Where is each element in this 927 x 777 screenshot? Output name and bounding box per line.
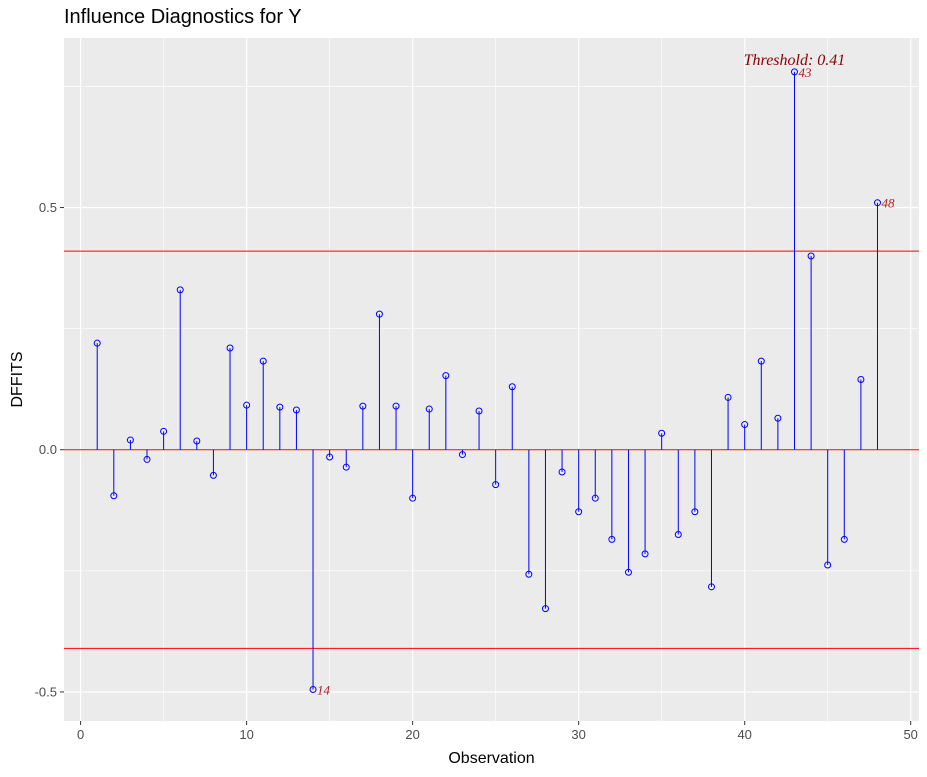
point-40 [741, 421, 749, 429]
x-axis-title: Observation [448, 750, 534, 767]
x-tick-label: 10 [239, 727, 253, 742]
x-tick-label: 0 [77, 727, 84, 742]
point-20 [409, 494, 417, 502]
point-24 [475, 407, 483, 415]
y-axis: -0.5 0.0 0.5 [35, 200, 64, 699]
point-31 [591, 494, 599, 502]
point-7 [193, 437, 201, 445]
point-41 [757, 357, 765, 365]
point-35 [658, 429, 666, 437]
y-tick-label: -0.5 [35, 684, 57, 699]
point-19 [392, 402, 400, 410]
point-label-43: 43 [798, 65, 812, 80]
point-8 [209, 471, 217, 479]
dffits-stems [96, 71, 878, 690]
point-2 [110, 492, 118, 500]
point-39 [724, 393, 732, 401]
point-16 [342, 463, 350, 471]
x-tick-label: 50 [903, 727, 917, 742]
point-27 [525, 570, 533, 578]
point-25 [492, 481, 500, 489]
point-29 [558, 468, 566, 476]
y-tick-label: 0.5 [39, 200, 57, 215]
grid-minor [64, 38, 919, 721]
point-6 [176, 286, 184, 294]
point-23 [458, 451, 466, 459]
x-tick-label: 40 [737, 727, 751, 742]
point-47 [857, 376, 865, 383]
point-32 [608, 535, 616, 543]
point-1 [93, 339, 101, 347]
point-9 [226, 344, 234, 352]
point-30 [575, 508, 583, 516]
point-14 [309, 686, 317, 694]
point-37 [691, 508, 699, 516]
point-26 [508, 383, 516, 391]
point-label-48: 48 [881, 196, 895, 211]
x-axis: 0 10 20 30 40 50 [77, 721, 918, 742]
x-tick-label: 20 [405, 727, 419, 742]
x-tick-label: 30 [571, 727, 585, 742]
point-43 [790, 68, 798, 76]
point-45 [824, 561, 832, 569]
point-22 [442, 372, 450, 380]
point-38 [707, 583, 715, 591]
point-4 [143, 455, 151, 463]
point-18 [375, 310, 383, 318]
point-15 [326, 453, 334, 461]
point-48 [873, 199, 881, 207]
point-46 [840, 535, 848, 543]
y-axis-title: DFFITS [9, 352, 26, 408]
point-11 [259, 357, 267, 365]
dffits-points [93, 68, 881, 694]
point-36 [674, 531, 682, 539]
point-17 [359, 402, 367, 410]
point-42 [774, 414, 782, 422]
chart-title: Influence Diagnostics for Y [64, 6, 302, 28]
point-12 [276, 403, 284, 411]
point-labels: 14 43 48 [317, 65, 895, 698]
threshold-lines [64, 250, 919, 649]
point-5 [160, 427, 168, 435]
point-10 [243, 401, 251, 409]
y-tick-label: 0.0 [39, 442, 57, 457]
point-label-14: 14 [317, 683, 331, 698]
point-21 [425, 405, 433, 413]
threshold-label: Threshold: 0.41 [744, 52, 846, 69]
point-28 [541, 605, 549, 613]
point-13 [292, 406, 300, 414]
point-34 [641, 550, 649, 558]
point-3 [126, 436, 134, 444]
point-44 [807, 252, 815, 260]
point-33 [624, 568, 632, 576]
plot-panel [64, 38, 919, 721]
